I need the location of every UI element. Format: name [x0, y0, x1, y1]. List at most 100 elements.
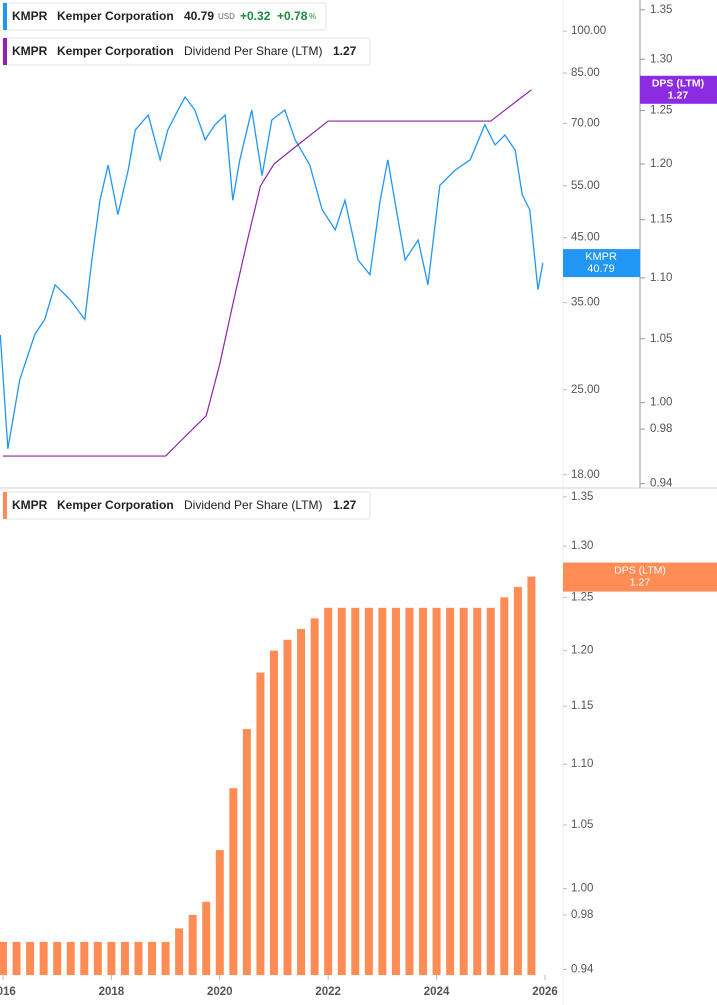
- y-tick-label: 1.30: [571, 540, 593, 552]
- bar: [256, 672, 265, 975]
- dps-tag-value: 1.27: [668, 90, 689, 102]
- dps-tag-name: DPS (LTM): [652, 78, 704, 90]
- legend-swatch: [3, 38, 7, 65]
- y-tick-label: 55.00: [571, 180, 600, 192]
- legend-text: Kemper Corporation: [57, 9, 174, 23]
- bar: [66, 941, 75, 975]
- dps-tag: [563, 562, 717, 592]
- bar: [161, 941, 170, 975]
- y2-tick-label: 0.98: [650, 423, 672, 435]
- dps-tag-name: DPS (LTM): [614, 564, 666, 576]
- y-tick-label: 0.94: [571, 963, 594, 975]
- bar: [12, 941, 21, 975]
- legend-text: 40.79: [184, 9, 214, 23]
- bar: [527, 576, 536, 975]
- bar: [405, 607, 414, 975]
- bar: [107, 941, 116, 975]
- y-tick-label: 25.00: [571, 384, 600, 396]
- bar: [283, 639, 292, 975]
- bar: [202, 901, 211, 975]
- bar: [242, 729, 251, 975]
- y2-tick-label: 1.35: [650, 4, 672, 16]
- bar: [419, 607, 428, 975]
- bar: [310, 618, 319, 975]
- line-series: [2, 89, 532, 457]
- bar: [297, 629, 306, 975]
- legend-swatch: [3, 492, 7, 519]
- bar: [175, 928, 184, 975]
- x-tick-label: 2022: [315, 986, 341, 998]
- bar: [148, 941, 157, 975]
- bar: [391, 607, 400, 975]
- legend-text: USD: [218, 12, 235, 21]
- dps-tag-value: 1.27: [630, 576, 651, 588]
- y2-tick-label: 1.20: [650, 158, 672, 170]
- legend-text: +0.78: [277, 9, 308, 23]
- dps-tag: [640, 75, 717, 104]
- y-tick-label: 70.00: [571, 117, 600, 129]
- y2-tick-label: 1.00: [650, 397, 672, 409]
- bar: [351, 607, 360, 975]
- bar: [134, 941, 143, 975]
- x-tick-label: 2016: [0, 986, 16, 998]
- legend-text: KMPR: [12, 498, 48, 512]
- legend-text: Dividend Per Share (LTM): [184, 44, 323, 58]
- y-tick-label: 18.00: [571, 469, 600, 481]
- bar: [53, 941, 62, 975]
- legend-text: Kemper Corporation: [57, 44, 174, 58]
- bar: [80, 941, 89, 975]
- bar: [513, 586, 522, 975]
- y-tick-label: 45.00: [571, 232, 600, 244]
- x-tick-label: 2026: [532, 986, 558, 998]
- bar: [364, 607, 373, 975]
- legend-text: KMPR: [12, 9, 48, 23]
- legend-text: Kemper Corporation: [57, 498, 174, 512]
- bar: [486, 607, 495, 975]
- bar: [378, 607, 387, 975]
- y-tick-label: 1.35: [571, 491, 593, 503]
- y-tick-label: 1.10: [571, 758, 593, 770]
- y2-tick-label: 1.30: [650, 53, 672, 65]
- y2-tick-label: 1.15: [650, 214, 672, 226]
- x-tick-label: 2020: [207, 986, 233, 998]
- y-tick-label: 1.00: [571, 883, 593, 895]
- y2-tick-label: 1.05: [650, 333, 672, 345]
- legend-text: 1.27: [333, 44, 357, 58]
- price-tag-name: KMPR: [585, 251, 617, 263]
- y-tick-label: 35.00: [571, 297, 600, 309]
- legend-swatch: [3, 3, 7, 30]
- y2-tick-label: 0.94: [650, 478, 673, 490]
- y-tick-label: 85.00: [571, 67, 600, 79]
- line-series: [0, 95, 544, 449]
- legend-text: Dividend Per Share (LTM): [184, 498, 323, 512]
- price-tag: [563, 249, 640, 278]
- bar: [459, 607, 468, 975]
- price-tag-value: 40.79: [587, 263, 615, 275]
- x-tick-label: 2024: [424, 986, 450, 998]
- legend-text: %: [309, 12, 316, 21]
- bar: [26, 941, 35, 975]
- y2-tick-label: 1.25: [650, 105, 672, 117]
- legend-text: 1.27: [333, 498, 357, 512]
- x-tick-label: 2018: [99, 986, 125, 998]
- y-tick-label: 0.98: [571, 909, 593, 921]
- legend-text: +0.32: [240, 9, 271, 23]
- bar: [229, 788, 238, 975]
- bar: [324, 607, 333, 975]
- bar: [500, 597, 509, 975]
- bar: [93, 941, 102, 975]
- bar: [39, 941, 48, 975]
- legend-text: KMPR: [12, 44, 48, 58]
- y-tick-label: 1.15: [571, 700, 593, 712]
- bar: [120, 941, 129, 975]
- bar: [269, 650, 278, 975]
- bar: [432, 607, 441, 975]
- y-tick-label: 1.05: [571, 819, 593, 831]
- y-tick-label: 1.20: [571, 645, 593, 657]
- y2-tick-label: 1.10: [650, 272, 672, 284]
- bar: [188, 915, 197, 975]
- bar: [215, 850, 224, 975]
- bar: [473, 607, 482, 975]
- y-tick-label: 100.00: [571, 25, 606, 37]
